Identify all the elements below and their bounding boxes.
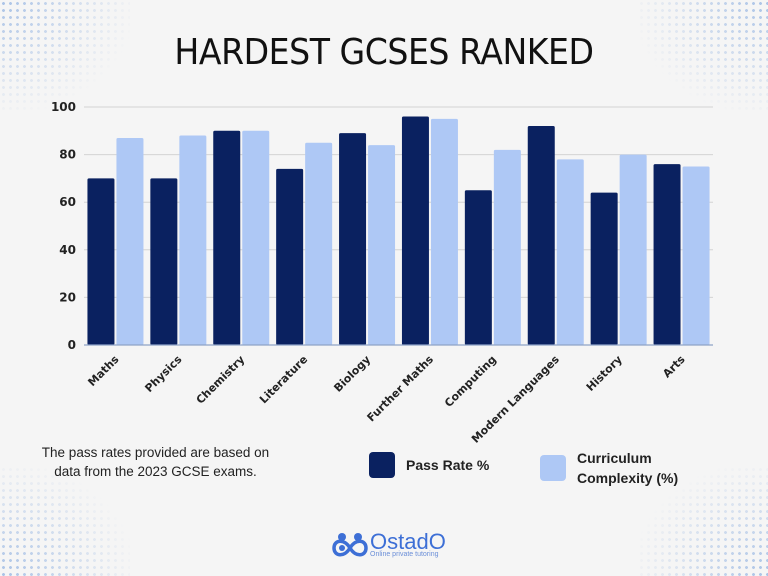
- infinity-people-icon: [332, 533, 368, 557]
- bar-complexity: [368, 145, 396, 345]
- bar-complexity: [556, 159, 584, 345]
- bar-pass-rate: [213, 130, 241, 345]
- legend-item-complexity: Curriculum Complexity (%): [540, 448, 678, 488]
- legend-label-complexity: Curriculum Complexity (%): [577, 448, 678, 488]
- x-tick-label: Maths: [85, 353, 121, 389]
- x-tick-label: Arts: [660, 353, 688, 381]
- bar-pass-rate: [150, 178, 178, 345]
- y-tick-label: 0: [68, 338, 76, 352]
- legend-item-pass-rate: Pass Rate %: [369, 452, 489, 478]
- bar-complexity: [116, 137, 144, 345]
- y-tick-label: 100: [51, 100, 76, 114]
- y-axis-ticks: 0 20 40 60 80 100: [51, 100, 76, 352]
- y-tick-label: 80: [59, 148, 76, 162]
- gridlines: [84, 106, 713, 298]
- x-tick-label: Computing: [442, 353, 499, 410]
- bar-complexity: [430, 118, 458, 346]
- bar-pass-rate: [590, 192, 618, 345]
- logo-tagline: Online private tutoring: [370, 551, 439, 558]
- legend-label-line2: Complexity (%): [577, 470, 679, 486]
- chart-title: HARDEST GCSES RANKED: [174, 32, 594, 73]
- bar-pass-rate: [401, 116, 429, 346]
- ostado-logo: OstadO Online private tutoring: [332, 529, 446, 558]
- bar-pass-rate: [464, 190, 492, 345]
- bar-complexity: [305, 142, 333, 345]
- bar-pass-rate: [653, 164, 681, 345]
- bar-complexity: [493, 149, 521, 345]
- x-tick-label: Literature: [257, 353, 310, 406]
- bar-complexity: [619, 154, 647, 345]
- logo-name: OstadO: [370, 529, 446, 554]
- bar-complexity: [242, 130, 270, 345]
- y-tick-label: 60: [59, 195, 76, 209]
- corner-dot-pattern: [638, 466, 768, 576]
- y-tick-label: 20: [59, 290, 76, 304]
- x-tick-label: Physics: [142, 353, 184, 395]
- bar-pass-rate: [276, 168, 304, 345]
- bar-complexity: [682, 166, 710, 345]
- legend-label-pass-rate: Pass Rate %: [406, 457, 490, 473]
- corner-dot-pattern: [0, 466, 130, 576]
- bar-pass-rate: [87, 178, 115, 345]
- legend-swatch-pass-rate: [369, 452, 395, 478]
- corner-dot-pattern: [0, 0, 130, 110]
- data-source-note: The pass rates provided are based on dat…: [41, 445, 270, 479]
- x-axis-ticks: Maths Physics Chemistry Literature BiologyFu…: [85, 353, 687, 446]
- legend-label-line1: Curriculum: [577, 450, 652, 466]
- x-tick-label: Biology: [331, 353, 373, 395]
- corner-dot-pattern: [638, 0, 768, 110]
- y-tick-label: 40: [59, 243, 76, 257]
- bar-pass-rate: [339, 133, 367, 345]
- bar-complexity: [179, 135, 207, 345]
- bar-pass-rate: [527, 126, 555, 345]
- x-tick-label: Chemistry: [194, 353, 248, 407]
- legend-swatch-complexity: [540, 455, 566, 481]
- x-tick-label: History: [584, 353, 625, 394]
- x-tick-label: Further Maths: [365, 353, 437, 425]
- bars: [87, 116, 710, 346]
